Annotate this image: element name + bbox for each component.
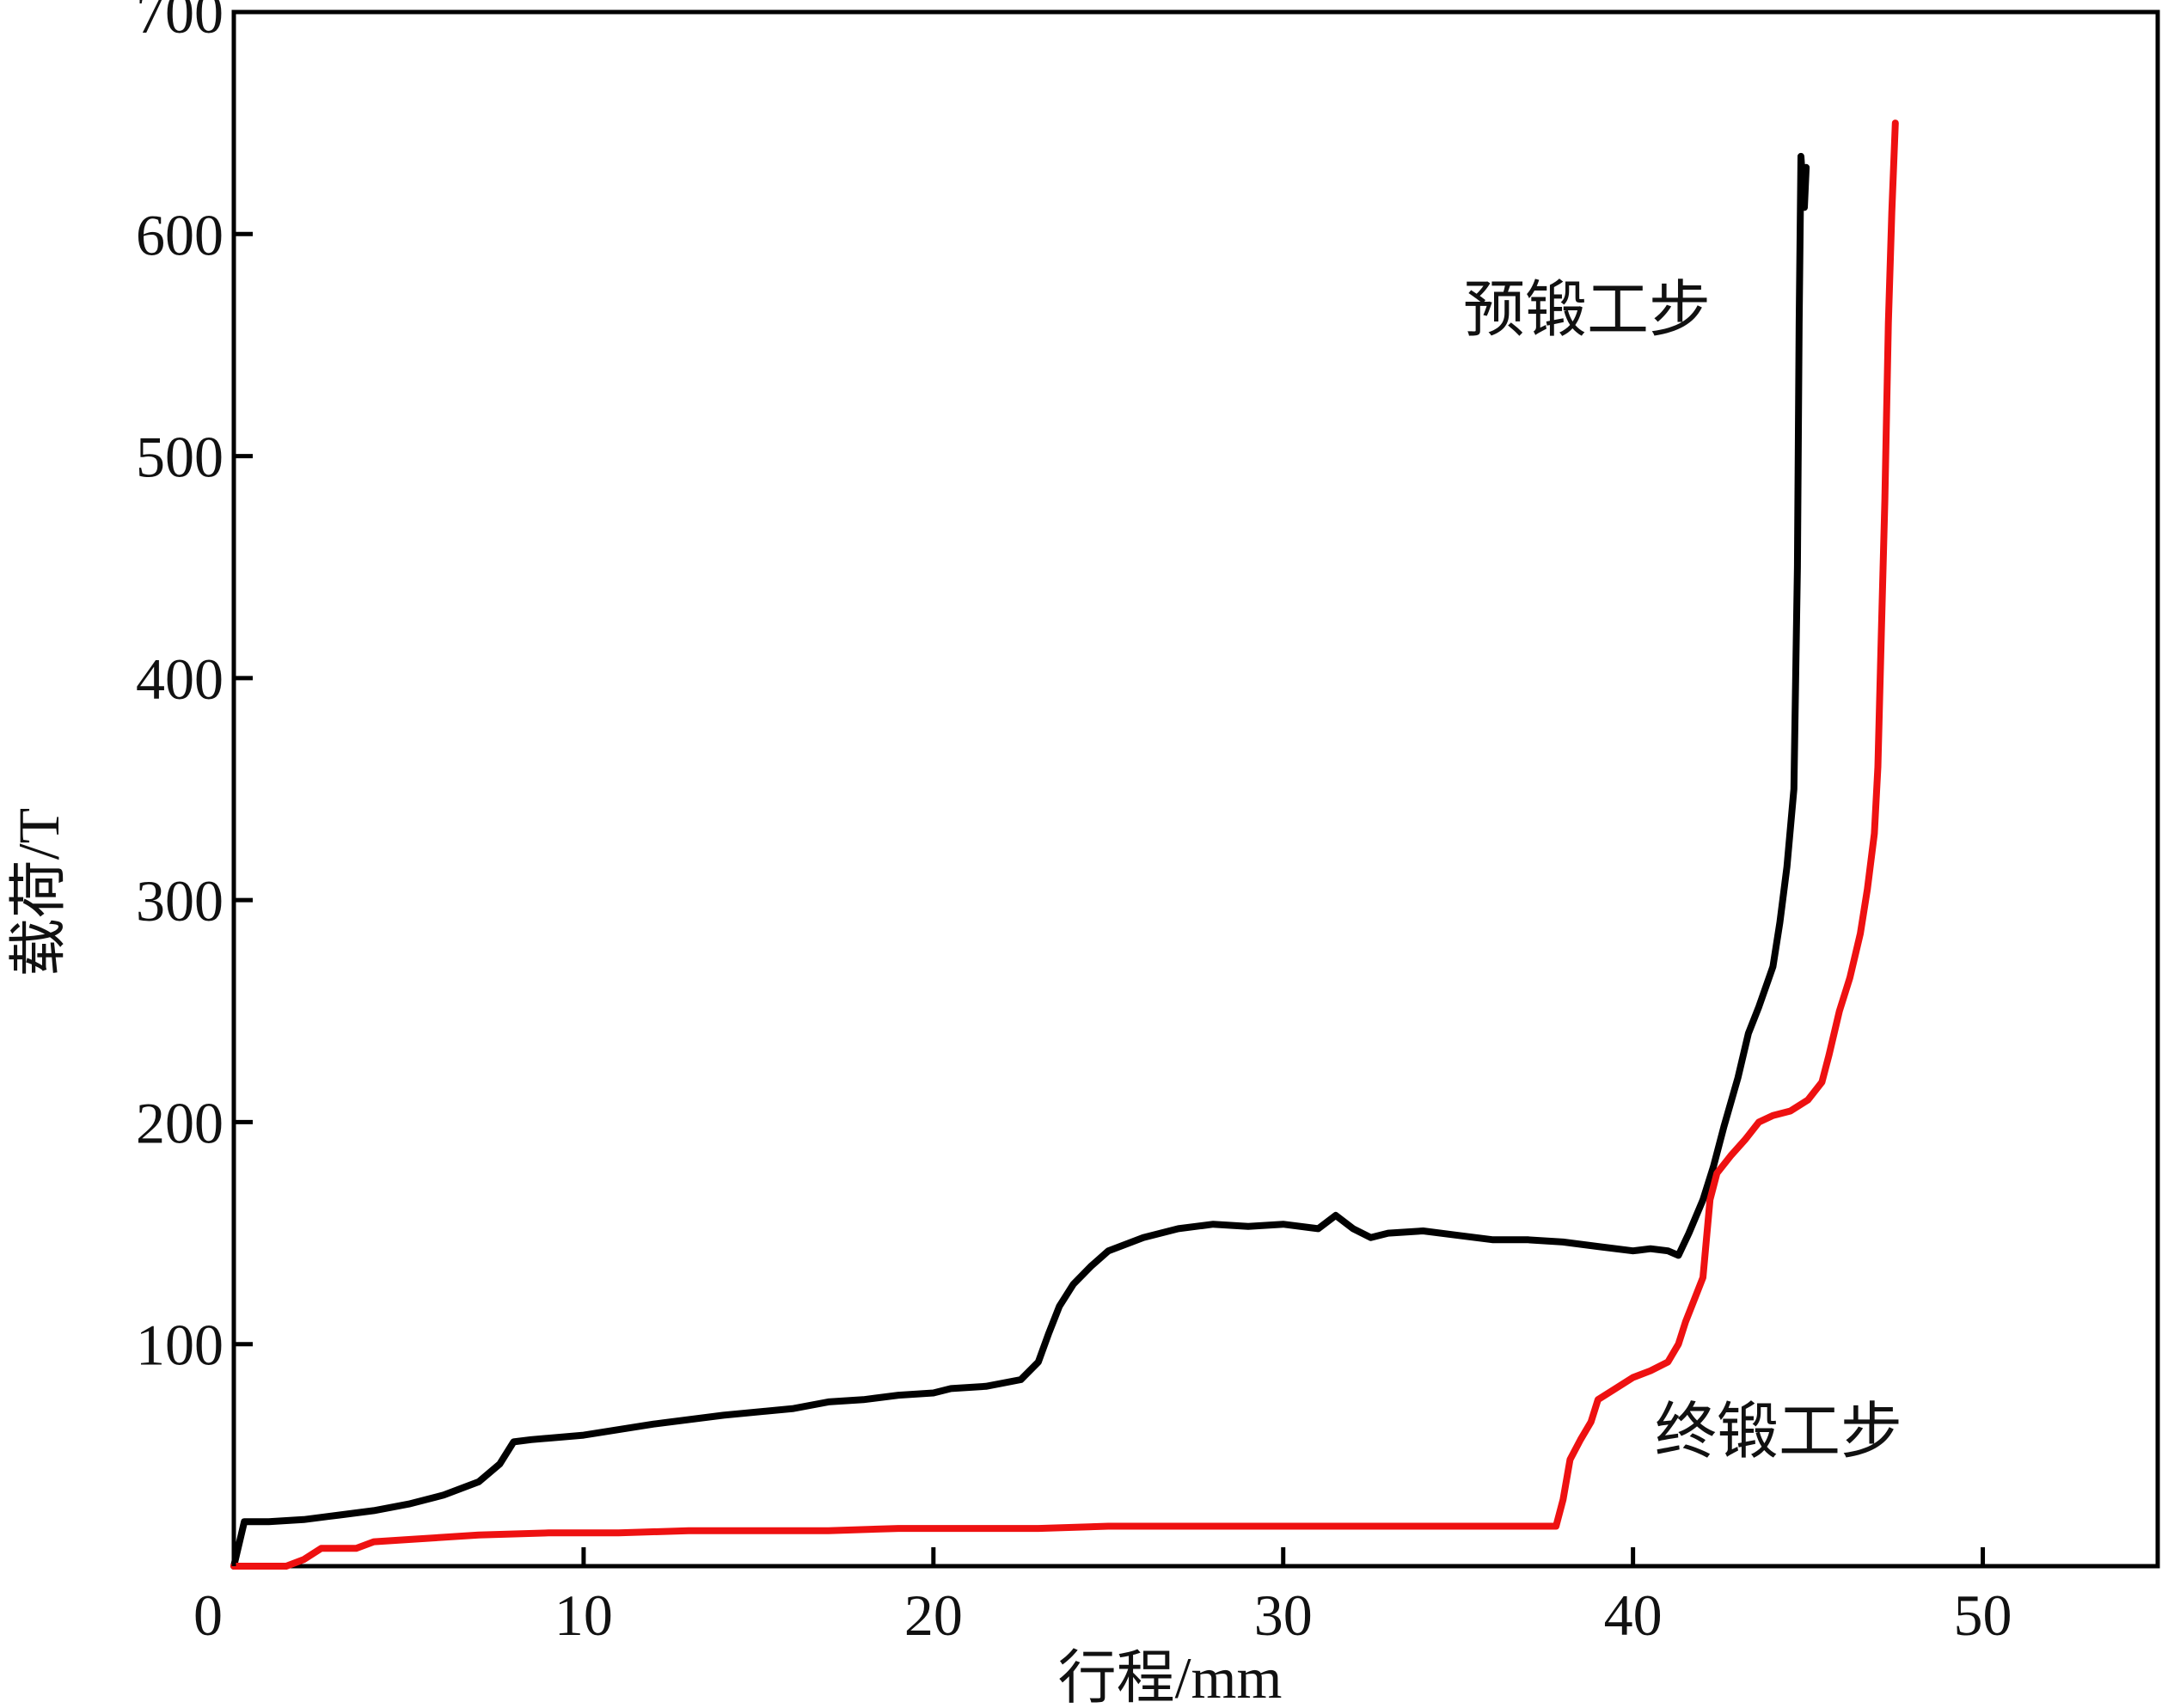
series-line-0 xyxy=(230,152,1810,1570)
plot-area xyxy=(231,9,2160,1569)
y-tick-label-700: 700 xyxy=(136,0,224,46)
y-tick-label-600: 600 xyxy=(136,202,224,267)
y-tick-label-200: 200 xyxy=(136,1090,224,1155)
y-tick-label-500: 500 xyxy=(136,425,224,490)
x-tick-label-0: 0 xyxy=(193,1583,223,1648)
series-label-preforging: 预锻工步 xyxy=(1463,276,1711,345)
series-line-1 xyxy=(230,119,1899,1570)
x-tick-label-10: 10 xyxy=(554,1583,613,1648)
x-tick-label-30: 30 xyxy=(1254,1583,1313,1648)
y-axis-title: 载荷/T xyxy=(6,808,71,976)
y-tick-label-400: 400 xyxy=(136,646,224,712)
x-tick-label-50: 50 xyxy=(1954,1583,2012,1648)
y-tick-label-100: 100 xyxy=(136,1313,224,1378)
axes: 0 10 20 30 40 50 100 200 300 400 500 600 700 xyxy=(136,0,2012,1648)
x-axis-title: 行程/mm xyxy=(1058,1645,1283,1708)
series-label-final-forging: 终锻工步 xyxy=(1655,1398,1902,1466)
plot-frame xyxy=(231,9,2160,1569)
x-tick-label-20: 20 xyxy=(904,1583,963,1648)
labels: 行程/mm 载荷/T 预锻工步 终锻工步 xyxy=(6,276,1902,1708)
x-tick-label-40: 40 xyxy=(1604,1583,1663,1648)
y-tick-label-300: 300 xyxy=(136,868,224,934)
series-layer xyxy=(230,119,1899,1570)
